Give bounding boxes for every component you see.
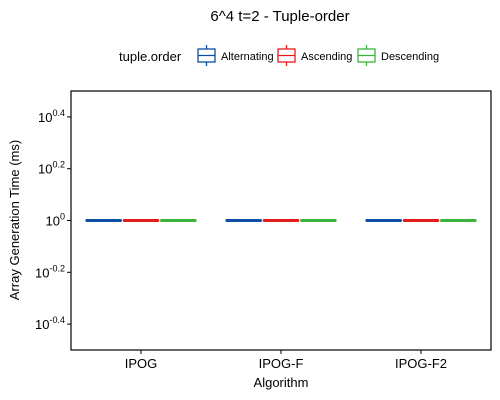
y-tick-label: 10-0.2 [35, 263, 65, 280]
legend-label: Alternating [221, 51, 274, 63]
y-axis: 10-0.4 10-0.2 100 100.2 100.4 [35, 108, 71, 332]
legend-entry: Descending [357, 45, 439, 66]
y-tick-label: 100 [46, 212, 65, 229]
y-axis-label: Array Generation Time (ms) [7, 140, 22, 300]
legend-entry: Alternating [197, 45, 274, 66]
y-tick-label: 10-0.4 [35, 315, 65, 332]
chart-title: 6^4 t=2 - Tuple-order [210, 8, 349, 25]
x-tick-label: IPOG [125, 356, 158, 371]
x-axis-label: Algorithm [254, 375, 309, 390]
x-tick-label: IPOG-F2 [395, 356, 447, 371]
legend-label: Ascending [301, 51, 352, 63]
legend: tuple.order Alternating Ascending Descendi… [119, 45, 439, 66]
x-tick-label: IPOG-F [259, 356, 304, 371]
legend-entry: Ascending [277, 45, 352, 66]
x-axis: IPOG IPOG-F IPOG-F2 [125, 350, 447, 371]
legend-title: tuple.order [119, 49, 182, 64]
y-tick-label: 100.2 [38, 160, 65, 177]
y-tick-label: 100.4 [38, 108, 65, 125]
legend-label: Descending [381, 51, 439, 63]
